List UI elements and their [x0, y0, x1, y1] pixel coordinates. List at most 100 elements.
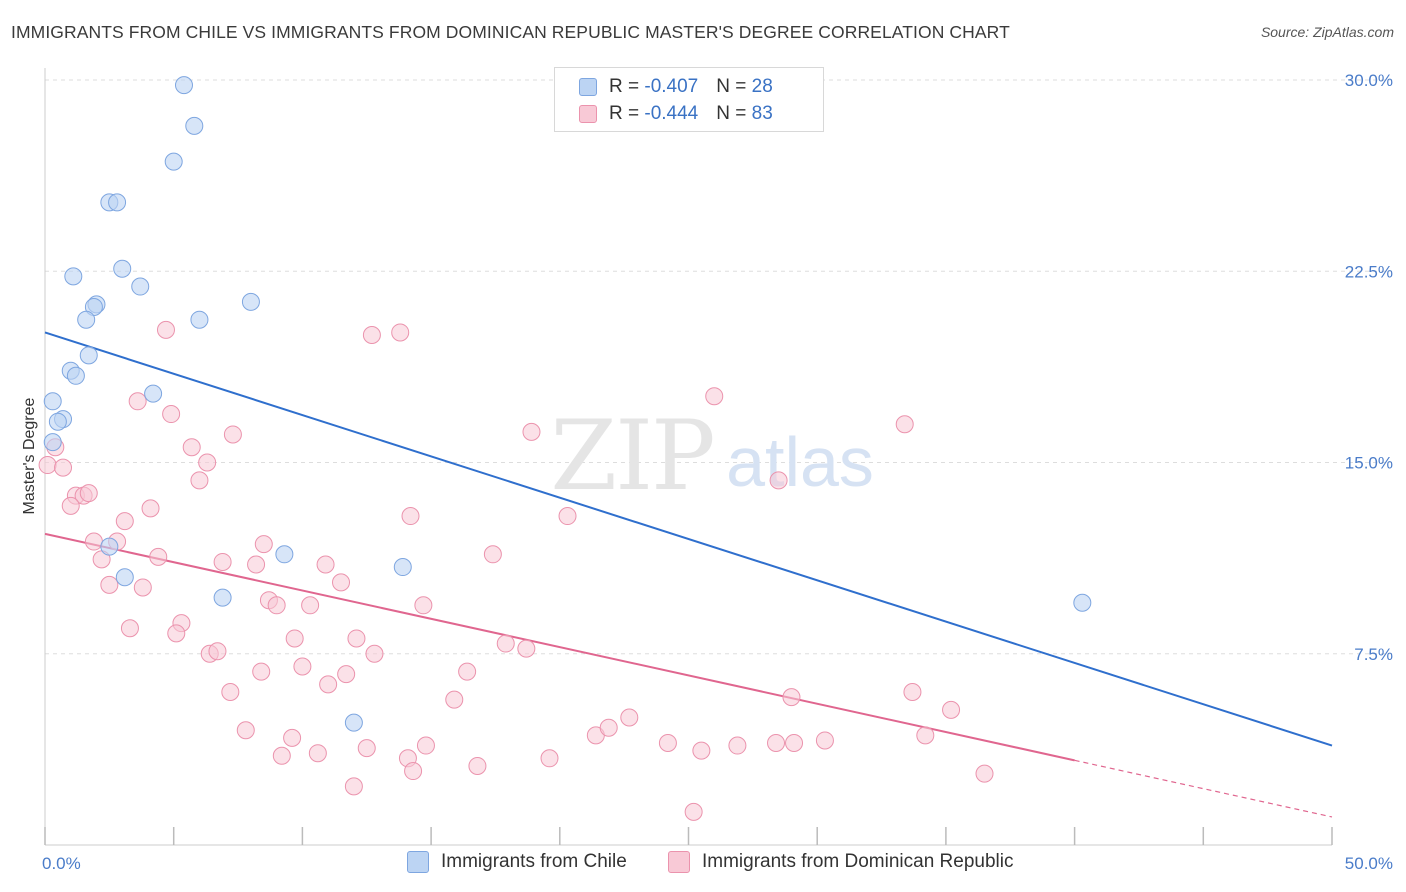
legend-chile-r-value: -0.407 — [644, 76, 699, 97]
chile-point — [275, 545, 294, 564]
dominican-point — [283, 728, 302, 747]
chile-point — [43, 433, 62, 452]
dominican-point — [319, 675, 338, 694]
dominican-point — [357, 739, 376, 758]
chile-point — [213, 588, 232, 607]
dominican-point — [785, 734, 804, 752]
chile-point — [1073, 593, 1092, 612]
trend-line-chile — [44, 331, 1333, 747]
dominican-point — [316, 555, 335, 574]
dominican-point — [769, 471, 788, 490]
dominican-point — [293, 657, 312, 676]
x-tick-label: 0.0% — [42, 854, 81, 873]
chile-point — [174, 76, 193, 95]
dominican-point — [61, 496, 80, 515]
dominican-point — [728, 736, 747, 755]
dominican-point — [84, 532, 103, 551]
dominican-point — [445, 690, 464, 709]
source-credit: Source: ZipAtlas.com — [1260, 24, 1394, 40]
dominican-point — [558, 507, 577, 526]
dominican-point — [815, 731, 834, 750]
dominican-point — [401, 507, 420, 526]
bottom-legend-chile: Immigrants from Chile — [407, 851, 627, 873]
y-tick-label: 7.5% — [1354, 645, 1393, 664]
chile-point — [77, 310, 96, 329]
dominican-point — [38, 456, 57, 475]
dominican-point — [942, 700, 961, 719]
x-tick-label: 50.0% — [1345, 854, 1393, 873]
dominican-point — [156, 320, 175, 339]
y-tick-label: 22.5% — [1345, 262, 1393, 281]
bottom-legend-swatch-dominican — [668, 851, 690, 873]
chile-point — [131, 277, 150, 296]
y-tick-label: 30.0% — [1345, 71, 1393, 90]
dominican-point — [301, 596, 320, 615]
chile-point — [164, 152, 183, 171]
legend-dominican-n-label: N = — [716, 103, 752, 124]
dominican-point — [247, 555, 266, 574]
dominican-point — [308, 744, 327, 763]
dominican-point — [522, 422, 541, 441]
watermark: ZIP atlas — [550, 400, 874, 512]
dominican-point — [347, 629, 366, 648]
trend-lines — [44, 331, 1333, 818]
chile-point — [66, 366, 85, 385]
dominican-point — [416, 736, 435, 755]
dominican-point — [79, 484, 98, 503]
legend: R = -0.407 N = 28 R = -0.444 N = 83 — [554, 67, 824, 132]
dominican-point — [149, 547, 168, 566]
dominican-point — [198, 453, 217, 472]
legend-chile-n-value: 28 — [751, 76, 773, 97]
trend-line-dominican-extension — [1074, 759, 1333, 818]
chile-point — [241, 292, 260, 311]
dominican-point — [414, 596, 433, 615]
chile-point — [113, 259, 132, 278]
dominican-point — [782, 688, 801, 707]
chile-point — [393, 558, 412, 577]
dominican-point — [128, 392, 147, 411]
dominican-point — [620, 708, 639, 727]
dominican-point — [162, 405, 181, 424]
dominican-point — [344, 777, 363, 796]
dominican-point — [517, 639, 536, 658]
trend-line-dominican — [44, 532, 1075, 762]
dominican-point — [236, 721, 255, 740]
chile-point — [100, 537, 119, 556]
dominican-point — [190, 471, 209, 490]
dominican-point — [182, 438, 201, 457]
chile-points — [43, 76, 1092, 732]
gridlines — [45, 79, 1392, 655]
y-axis-label: Master's Degree — [21, 397, 38, 514]
dominican-point — [54, 458, 73, 477]
legend-dominican-n-value: 83 — [751, 103, 773, 124]
dominican-point — [362, 326, 381, 344]
y-tick-label: 15.0% — [1345, 454, 1393, 473]
dominican-point — [916, 726, 935, 745]
watermark-zip: ZIP — [550, 400, 713, 512]
dominican-point — [221, 683, 240, 701]
legend-dominican-r-value: -0.444 — [644, 103, 699, 124]
dominican-point — [483, 545, 502, 564]
chart-title: IMMIGRANTS FROM CHILE VS IMMIGRANTS FROM… — [11, 22, 1010, 42]
chile-point — [190, 310, 209, 329]
dominican-point — [100, 575, 119, 594]
dominican-point — [468, 756, 487, 775]
tick-labels: 7.5% 15.0% 22.5% 30.0% 0.0% 50.0% — [42, 71, 1393, 873]
dominican-point — [254, 535, 273, 554]
dominican-point — [208, 642, 227, 661]
dominican-point — [267, 596, 286, 615]
chile-point — [115, 568, 134, 587]
dominican-point — [705, 387, 724, 406]
legend-row-chile: R = -0.407 N = 28 — [579, 75, 773, 99]
dominican-point — [540, 749, 559, 768]
dominican-point — [115, 512, 134, 531]
chile-point — [108, 193, 127, 212]
legend-chile-n-label: N = — [716, 76, 752, 97]
dominican-point — [599, 718, 618, 737]
legend-swatch-dominican — [579, 105, 597, 123]
dominican-point — [767, 734, 786, 752]
dominican-point — [133, 578, 152, 597]
chile-point — [43, 392, 62, 411]
dominican-point — [692, 741, 711, 760]
